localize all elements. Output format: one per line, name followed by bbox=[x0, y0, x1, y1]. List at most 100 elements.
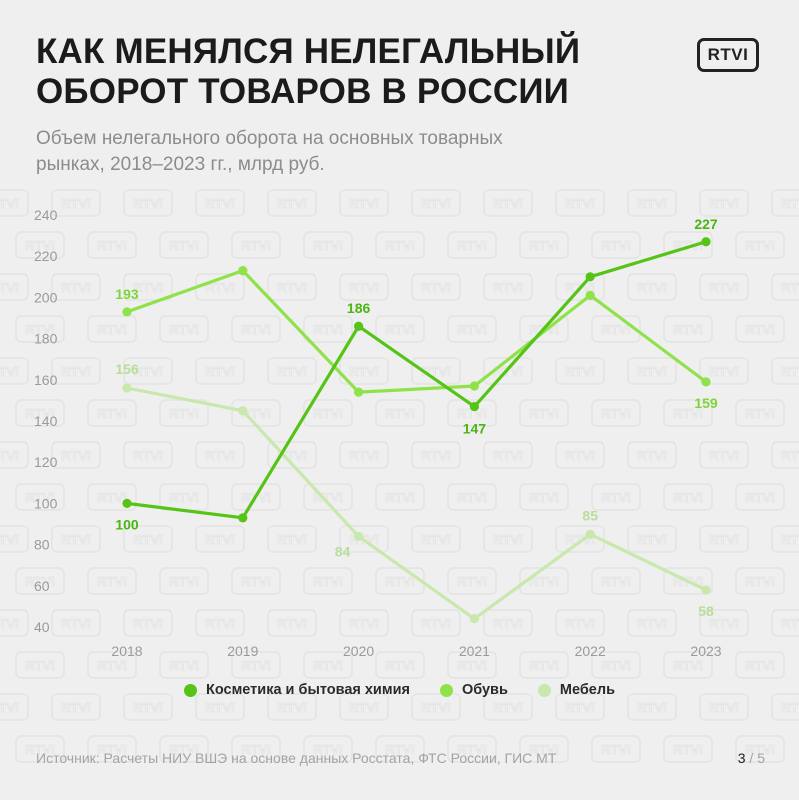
svg-text:RTVI: RTVI bbox=[457, 322, 487, 337]
watermark-tile: RTVI bbox=[735, 315, 785, 343]
legend-item: Мебель bbox=[537, 682, 615, 698]
svg-text:RTVI: RTVI bbox=[493, 448, 523, 463]
svg-text:RTVI: RTVI bbox=[133, 364, 163, 379]
watermark-tile: RTVI bbox=[87, 315, 137, 343]
data-point bbox=[354, 321, 364, 331]
svg-text:RTVI: RTVI bbox=[169, 574, 199, 589]
watermark-tile: RTVI bbox=[771, 441, 799, 469]
svg-text:RTVI: RTVI bbox=[0, 448, 19, 463]
watermark-tile: RTVI bbox=[51, 441, 101, 469]
svg-text:RTVI: RTVI bbox=[637, 448, 667, 463]
svg-text:RTVI: RTVI bbox=[709, 532, 739, 547]
watermark-tile: RTVI bbox=[375, 399, 425, 427]
svg-text:RTVI: RTVI bbox=[241, 574, 271, 589]
watermark-tile: RTVI bbox=[87, 231, 137, 259]
watermark-tile: RTVI bbox=[0, 441, 29, 469]
watermark-tile: RTVI bbox=[195, 357, 245, 385]
watermark-tile: RTVI bbox=[699, 441, 749, 469]
watermark-tile: RTVI bbox=[15, 567, 65, 595]
y-tick-label: 80 bbox=[34, 537, 50, 553]
watermark-tile: RTVI bbox=[555, 357, 605, 385]
watermark-tile: RTVI bbox=[627, 525, 677, 553]
svg-text:RTVI: RTVI bbox=[565, 448, 595, 463]
chart-legend: Косметика и бытовая химия Обувь Мебель bbox=[0, 682, 799, 698]
watermark-tile: RTVI bbox=[663, 483, 713, 511]
data-point bbox=[585, 529, 595, 539]
watermark-tile: RTVI bbox=[339, 441, 389, 469]
svg-text:RTVI: RTVI bbox=[601, 490, 631, 505]
watermark-tile: RTVI bbox=[699, 189, 749, 217]
watermark-tile: RTVI bbox=[483, 273, 533, 301]
svg-text:RTVI: RTVI bbox=[0, 196, 19, 211]
rtvi-logo: RTVI bbox=[697, 38, 759, 72]
page-indicator: 3 / 5 bbox=[738, 750, 765, 766]
watermark-tile: RTVI bbox=[591, 399, 641, 427]
watermark-tile: RTVI bbox=[159, 315, 209, 343]
watermark-tile: RTVI bbox=[195, 693, 245, 721]
series-line bbox=[125, 269, 708, 394]
x-tick-label: 2020 bbox=[343, 643, 374, 659]
legend-item: Косметика и бытовая химия bbox=[184, 682, 410, 698]
svg-text:RTVI: RTVI bbox=[637, 280, 667, 295]
data-label: 85 bbox=[582, 507, 598, 523]
svg-text:RTVI: RTVI bbox=[313, 574, 343, 589]
data-label: 147 bbox=[463, 421, 487, 437]
watermark-tile: RTVI bbox=[231, 231, 281, 259]
x-tick-label: 2022 bbox=[575, 643, 606, 659]
svg-text:RTVI: RTVI bbox=[169, 406, 199, 421]
watermark-tile: RTVI bbox=[231, 735, 281, 763]
series-line bbox=[125, 240, 708, 520]
chart-subtitle: Объем нелегального оборота на основных т… bbox=[36, 128, 503, 175]
svg-text:RTVI: RTVI bbox=[61, 700, 91, 715]
watermark-tile: RTVI bbox=[411, 273, 461, 301]
svg-text:RTVI: RTVI bbox=[349, 364, 379, 379]
y-tick-label: 220 bbox=[34, 248, 58, 264]
svg-text:RTVI: RTVI bbox=[277, 532, 307, 547]
watermark-tile: RTVI bbox=[51, 525, 101, 553]
svg-text:RTVI: RTVI bbox=[25, 322, 55, 337]
watermark-tile: RTVI bbox=[483, 693, 533, 721]
watermark-tile: RTVI bbox=[411, 189, 461, 217]
watermark-tile: RTVI bbox=[195, 525, 245, 553]
watermark-tile: RTVI bbox=[123, 357, 173, 385]
watermark-tile: RTVI bbox=[15, 399, 65, 427]
watermark-tile: RTVI bbox=[519, 231, 569, 259]
watermark-tile: RTVI bbox=[447, 315, 497, 343]
watermark-tile: RTVI bbox=[159, 567, 209, 595]
series-line bbox=[125, 386, 708, 621]
svg-text:RTVI: RTVI bbox=[673, 406, 703, 421]
watermark-tile: RTVI bbox=[663, 735, 713, 763]
watermark-tile: RTVI bbox=[627, 273, 677, 301]
watermark-tile: RTVI bbox=[483, 441, 533, 469]
svg-text:RTVI: RTVI bbox=[637, 616, 667, 631]
watermark-tile: RTVI bbox=[591, 651, 641, 679]
svg-text:RTVI: RTVI bbox=[709, 196, 739, 211]
svg-text:RTVI: RTVI bbox=[133, 700, 163, 715]
legend-label: Косметика и бытовая химия bbox=[206, 682, 410, 698]
svg-text:RTVI: RTVI bbox=[529, 490, 559, 505]
svg-text:RTVI: RTVI bbox=[709, 616, 739, 631]
svg-text:RTVI: RTVI bbox=[133, 280, 163, 295]
data-point bbox=[701, 585, 711, 595]
svg-text:RTVI: RTVI bbox=[133, 616, 163, 631]
svg-text:RTVI: RTVI bbox=[457, 238, 487, 253]
data-point bbox=[701, 377, 711, 387]
svg-text:RTVI: RTVI bbox=[565, 364, 595, 379]
svg-text:RTVI: RTVI bbox=[421, 448, 451, 463]
svg-text:RTVI: RTVI bbox=[349, 700, 379, 715]
watermark-tile: RTVI bbox=[267, 693, 317, 721]
data-point bbox=[238, 266, 248, 276]
svg-text:RTVI: RTVI bbox=[0, 532, 19, 547]
watermark-tile: RTVI bbox=[591, 231, 641, 259]
watermark-tile: RTVI bbox=[123, 189, 173, 217]
watermark-tile: RTVI bbox=[15, 231, 65, 259]
svg-text:RTVI: RTVI bbox=[97, 406, 127, 421]
data-point bbox=[238, 513, 248, 523]
svg-text:RTVI: RTVI bbox=[205, 280, 235, 295]
watermark-tile: RTVI bbox=[303, 567, 353, 595]
svg-text:RTVI: RTVI bbox=[61, 280, 91, 295]
watermark-tile: RTVI bbox=[663, 399, 713, 427]
svg-text:RTVI: RTVI bbox=[745, 742, 775, 757]
svg-text:RTVI: RTVI bbox=[385, 574, 415, 589]
svg-text:RTVI: RTVI bbox=[169, 322, 199, 337]
